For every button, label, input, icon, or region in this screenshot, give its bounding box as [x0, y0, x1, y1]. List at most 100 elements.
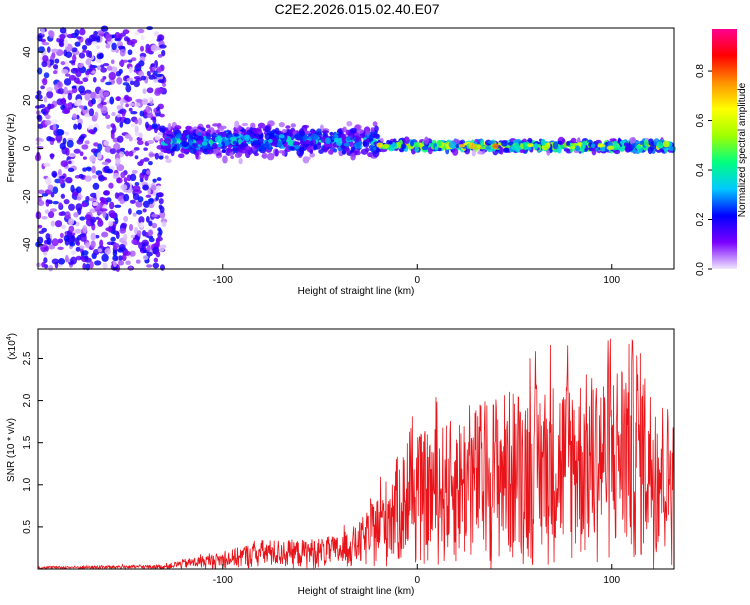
spectrogram-cell: [127, 59, 133, 63]
spectrogram-cell: [77, 63, 84, 69]
spectrogram-cell: [302, 133, 308, 142]
spectrogram-cell: [59, 175, 66, 180]
snr-y-axis: 0.5 1.0 1.5 2.0 2.5: [22, 351, 43, 534]
spectrogram-cell: [152, 262, 160, 269]
spectrogram-cell: [35, 137, 42, 142]
spectrogram-cell: [268, 132, 275, 137]
spectrogram-cell: [79, 216, 86, 221]
spectrogram-cell: [101, 231, 109, 238]
spectrogram-heatmap: [34, 25, 676, 272]
spectrogram-cell: [101, 253, 109, 262]
spectrogram-cell: [44, 189, 53, 195]
spectrogram-cell: [46, 237, 52, 246]
spectrogram-cell: [91, 174, 97, 179]
spectrogram-cell: [41, 193, 49, 197]
spectrogram-cell: [146, 264, 153, 268]
spectrogram-cell: [350, 152, 356, 161]
spectrogram-cell: [119, 151, 125, 158]
spectrogram-cell: [59, 27, 67, 34]
spectrogram-cell: [123, 215, 129, 223]
spectrogram-cell: [103, 140, 110, 146]
spectrogram-cell: [46, 90, 54, 99]
snr-x-label: Height of straight line (km): [298, 586, 415, 597]
spectrogram-cell: [54, 220, 63, 228]
spectrogram-cell: [76, 98, 83, 106]
spectrogram-cell: [143, 157, 150, 162]
spectrogram-cell: [84, 89, 92, 95]
spectrogram-cell: [343, 142, 352, 147]
spectrogram-cell: [67, 92, 73, 101]
spectrogram-cell: [69, 241, 76, 247]
spectrogram-cell: [147, 139, 155, 144]
spectrogram-cell: [99, 239, 104, 248]
spectrogram-cell: [78, 173, 84, 179]
spectrogram-cell: [92, 76, 97, 83]
spectrogram-cell: [89, 197, 97, 202]
spectrogram-cell: [540, 138, 546, 147]
colorbar-ticks: 0.0 0.2 0.4 0.6 0.8: [695, 64, 712, 276]
spectrogram-cell: [245, 145, 251, 151]
spectrogram-cell: [130, 123, 138, 128]
spectrogram-cell: [382, 143, 390, 149]
spectrogram-cell: [152, 117, 157, 124]
spectrogram-cell: [51, 258, 60, 265]
spectrogram-cell: [662, 140, 670, 148]
spectrogram-cell: [46, 87, 53, 92]
spectrogram-cell: [220, 131, 227, 138]
snr-scale-label: (x104): [6, 333, 18, 360]
spectrogram-cell: [66, 90, 74, 95]
spectrogram-cell: [38, 46, 45, 53]
colorbar-label: Normalized spectral amplitude: [737, 82, 748, 217]
spectrogram-cell: [115, 48, 119, 53]
spectrogram-cell: [128, 66, 133, 74]
spectrogram-cell: [139, 172, 145, 180]
spectrogram-cell: [159, 44, 167, 49]
spectrogram-cell: [158, 245, 165, 252]
spectrogram-cell: [268, 138, 273, 144]
spectrogram-cell: [305, 156, 311, 161]
spectrogram-cell: [37, 189, 45, 195]
spectrogram-cell: [515, 142, 520, 151]
spectrogram-cell: [294, 133, 302, 139]
spectrogram-cell: [501, 141, 508, 147]
spectrogram-cell: [57, 88, 65, 95]
spectrogram-cell: [49, 208, 58, 212]
spectrogram-cell: [119, 32, 127, 37]
spectrogram-cell: [203, 138, 209, 142]
spectrogram-cell: [103, 91, 110, 97]
spectrogram-cell: [81, 44, 88, 51]
spectrogram-cell: [125, 260, 131, 265]
spectrogram-cell: [129, 80, 135, 86]
spectrogram-cell: [66, 102, 72, 108]
spectrogram-cell: [163, 137, 172, 144]
spectrogram-cell: [79, 151, 84, 157]
spectrogram-cell: [146, 87, 154, 94]
spectrogram-cell: [148, 197, 154, 205]
spectrogram-cell: [43, 106, 50, 114]
spectrogram-cell: [313, 144, 318, 150]
spectrogram-cell: [89, 261, 94, 269]
spectrogram-cell: [65, 147, 70, 156]
spectrogram-cell: [86, 167, 92, 172]
spectrogram-cell: [131, 41, 135, 48]
spectrogram-cell: [137, 117, 142, 126]
spectrogram-cell: [455, 143, 460, 149]
spectrogram-cell: [92, 182, 100, 190]
spectrogram-cell: [58, 211, 64, 217]
spectrogram-cell: [48, 244, 56, 250]
spectrogram-cell: [146, 251, 153, 257]
spectrogram-cell: [89, 64, 93, 72]
spectrogram-cell: [137, 196, 144, 203]
spectrogram-cell: [606, 145, 615, 151]
spectrogram-cell: [356, 142, 361, 150]
spectrogram-cell: [135, 259, 141, 264]
spectrogram-cell: [119, 48, 126, 57]
spectrogram-cell: [117, 255, 123, 261]
spectrogram-cell: [111, 42, 117, 51]
spectrogram-cell: [135, 98, 143, 103]
spectrogram-cell: [251, 136, 259, 140]
spectrogram-cell: [434, 146, 439, 151]
spectrogram-cell: [148, 220, 153, 227]
spectrogram-cell: [73, 148, 81, 154]
spectrogram-cell: [615, 144, 621, 150]
